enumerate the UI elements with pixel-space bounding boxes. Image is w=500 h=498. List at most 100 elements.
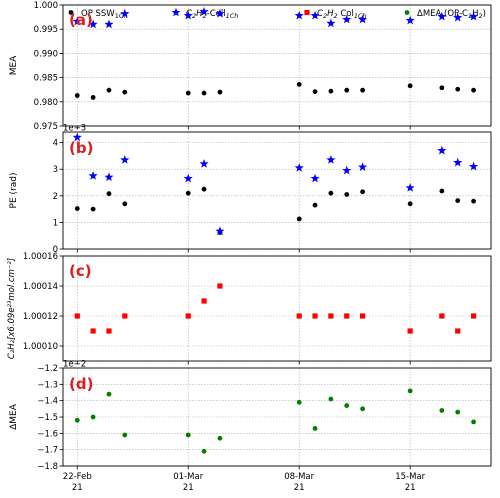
data-point — [439, 85, 445, 91]
data-point — [74, 93, 80, 98]
y-tick-label: 1.00010 — [23, 342, 58, 352]
data-point — [439, 408, 445, 413]
legend-label: C2H2 Col1Ch — [317, 9, 367, 20]
y-tick-label: 0.990 — [34, 49, 58, 59]
legend-item-op: OP SSW1Ch — [68, 9, 128, 20]
series-cell — [72, 6, 479, 29]
data-point — [215, 8, 225, 18]
data-point — [344, 313, 350, 319]
data-point — [217, 89, 223, 95]
y-axis-label: PE (rad) — [9, 173, 19, 209]
data-point — [360, 406, 365, 412]
series-op — [74, 81, 476, 100]
y-axis-label: MEA — [9, 55, 19, 75]
y-tick-label: 3 — [53, 165, 58, 175]
panel-tag: (d) — [69, 375, 93, 393]
data-point — [122, 201, 128, 207]
x-tick-label-year: 21 — [183, 483, 194, 493]
panel-tag: (b) — [69, 139, 93, 157]
panels: 1.0000.9950.9900.9850.9800.975MEA(a)4321… — [7, 1, 492, 493]
y-tick-label: −1.5 — [37, 413, 58, 423]
axes-frame — [62, 367, 492, 467]
y-tick-label: 4 — [53, 139, 58, 149]
data-point — [72, 132, 82, 142]
data-point — [342, 14, 352, 24]
data-point — [122, 89, 128, 95]
data-point — [312, 313, 318, 319]
data-point — [183, 173, 193, 183]
data-point — [344, 403, 350, 408]
y-tick-label: 0.980 — [34, 98, 58, 108]
y-tick-label: 0.995 — [34, 25, 58, 35]
data-point — [90, 206, 96, 212]
data-point — [437, 145, 447, 155]
data-point — [90, 328, 96, 334]
data-point — [405, 183, 415, 192]
x-tick-label: 22-Feb — [63, 472, 92, 482]
axis-multiplier: 1e−3 — [63, 124, 86, 134]
legend-marker-dmea — [404, 10, 410, 15]
data-point — [453, 12, 463, 22]
data-point — [470, 313, 477, 319]
data-point — [104, 172, 114, 182]
data-point — [296, 313, 302, 319]
y-tick-label: 1.00012 — [23, 312, 58, 322]
data-point — [88, 19, 98, 29]
data-point — [312, 202, 318, 208]
data-point — [453, 157, 463, 167]
data-point — [199, 159, 209, 168]
data-point — [215, 226, 225, 236]
data-point — [439, 188, 445, 194]
axes-frame — [62, 131, 492, 250]
y-tick-label: 1.00016 — [23, 252, 58, 262]
data-point — [201, 298, 207, 304]
x-tick-label: 01-Mar — [173, 472, 203, 482]
data-point — [469, 11, 479, 21]
data-point — [201, 90, 207, 96]
data-point — [296, 216, 302, 222]
data-point — [310, 10, 320, 20]
data-point — [74, 206, 80, 211]
chart-panel-1: 1.000 0.995 0.990 0.985 0.980 0.975 MEA (a) — [9, 1, 492, 132]
x-tick-label-year: 21 — [405, 483, 416, 493]
data-point — [312, 426, 318, 431]
data-point — [106, 87, 112, 93]
data-point — [90, 95, 96, 100]
data-point — [185, 432, 191, 438]
data-point — [185, 90, 191, 96]
axes-frame — [62, 4, 492, 127]
series-op — [74, 186, 476, 235]
y-tick-label: 2 — [53, 192, 58, 202]
data-point — [439, 313, 445, 319]
data-point — [471, 87, 476, 93]
data-point — [328, 190, 334, 196]
data-point — [296, 399, 302, 405]
data-point — [201, 448, 207, 454]
data-point — [72, 16, 82, 26]
data-point — [407, 328, 413, 334]
y-tick-label: 0.985 — [34, 74, 58, 84]
data-point — [312, 89, 318, 95]
data-point — [437, 11, 447, 21]
data-point — [360, 313, 366, 319]
axes-frame — [62, 255, 492, 362]
data-point — [360, 189, 365, 195]
legend-item-col: C2H2 Col1Ch — [304, 9, 367, 20]
data-point — [185, 313, 191, 319]
y-tick-label: −1.8 — [37, 462, 58, 472]
y-tick-label: 1.00014 — [23, 282, 58, 292]
series-dmea — [74, 388, 476, 454]
data-point — [455, 328, 461, 334]
data-point — [455, 86, 461, 92]
legend-marker-cell — [171, 7, 181, 17]
data-point — [326, 18, 336, 28]
data-point — [407, 83, 413, 89]
chart-panel-2: 4 3 2 1 0 1e−3 PE (rad) (b) — [9, 124, 492, 255]
y-tick-label: 1.000 — [34, 1, 58, 11]
axis-multiplier: 1e−2 — [63, 360, 86, 370]
y-tick-label: −1.2 — [37, 364, 58, 374]
data-point — [201, 186, 207, 192]
data-point — [74, 417, 80, 423]
y-axis-label: C₂H₂[x6.09e²³mol.cm⁻²] — [7, 258, 17, 359]
y-axis-label: ΔMEA — [9, 403, 19, 430]
